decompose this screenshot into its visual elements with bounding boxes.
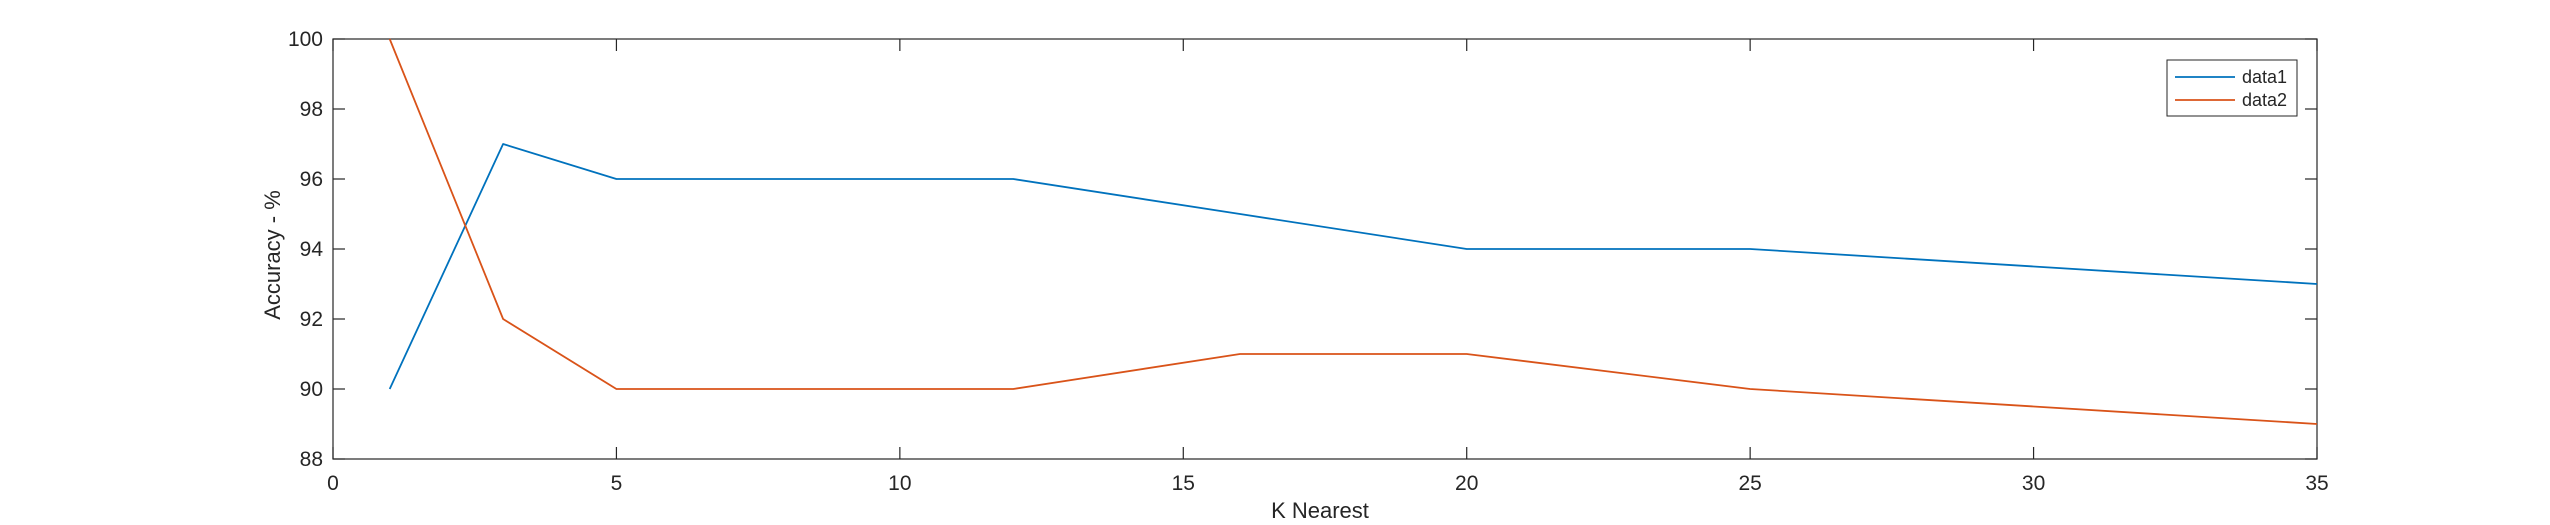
y-tick-label: 88 bbox=[300, 448, 323, 471]
x-tick-label: 0 bbox=[327, 472, 339, 495]
x-axis-label: K Nearest bbox=[1271, 498, 1369, 520]
y-tick-label: 100 bbox=[288, 28, 323, 51]
legend-box bbox=[2166, 59, 2298, 117]
x-tick-label: 30 bbox=[2022, 472, 2045, 495]
y-tick-label: 92 bbox=[300, 308, 323, 331]
y-tick-label: 94 bbox=[300, 238, 324, 261]
series-line-data1 bbox=[388, 143, 2318, 390]
x-tick-label: 10 bbox=[888, 472, 911, 495]
plot-area-frame bbox=[332, 38, 2318, 460]
legend-label: data2 bbox=[2242, 90, 2287, 110]
y-tick-label: 96 bbox=[300, 168, 323, 191]
legend-label: data1 bbox=[2242, 67, 2287, 87]
x-tick-label: 35 bbox=[2305, 472, 2328, 495]
x-tick-label: 5 bbox=[611, 472, 623, 495]
y-tick-label: 90 bbox=[300, 378, 323, 401]
x-tick-label: 25 bbox=[1738, 472, 1761, 495]
y-axis-label: Accuracy - % bbox=[260, 190, 285, 320]
x-tick-label: 20 bbox=[1455, 472, 1478, 495]
x-tick-label: 15 bbox=[1172, 472, 1195, 495]
y-tick-label: 98 bbox=[300, 98, 323, 121]
series-line-data2 bbox=[388, 38, 2318, 425]
